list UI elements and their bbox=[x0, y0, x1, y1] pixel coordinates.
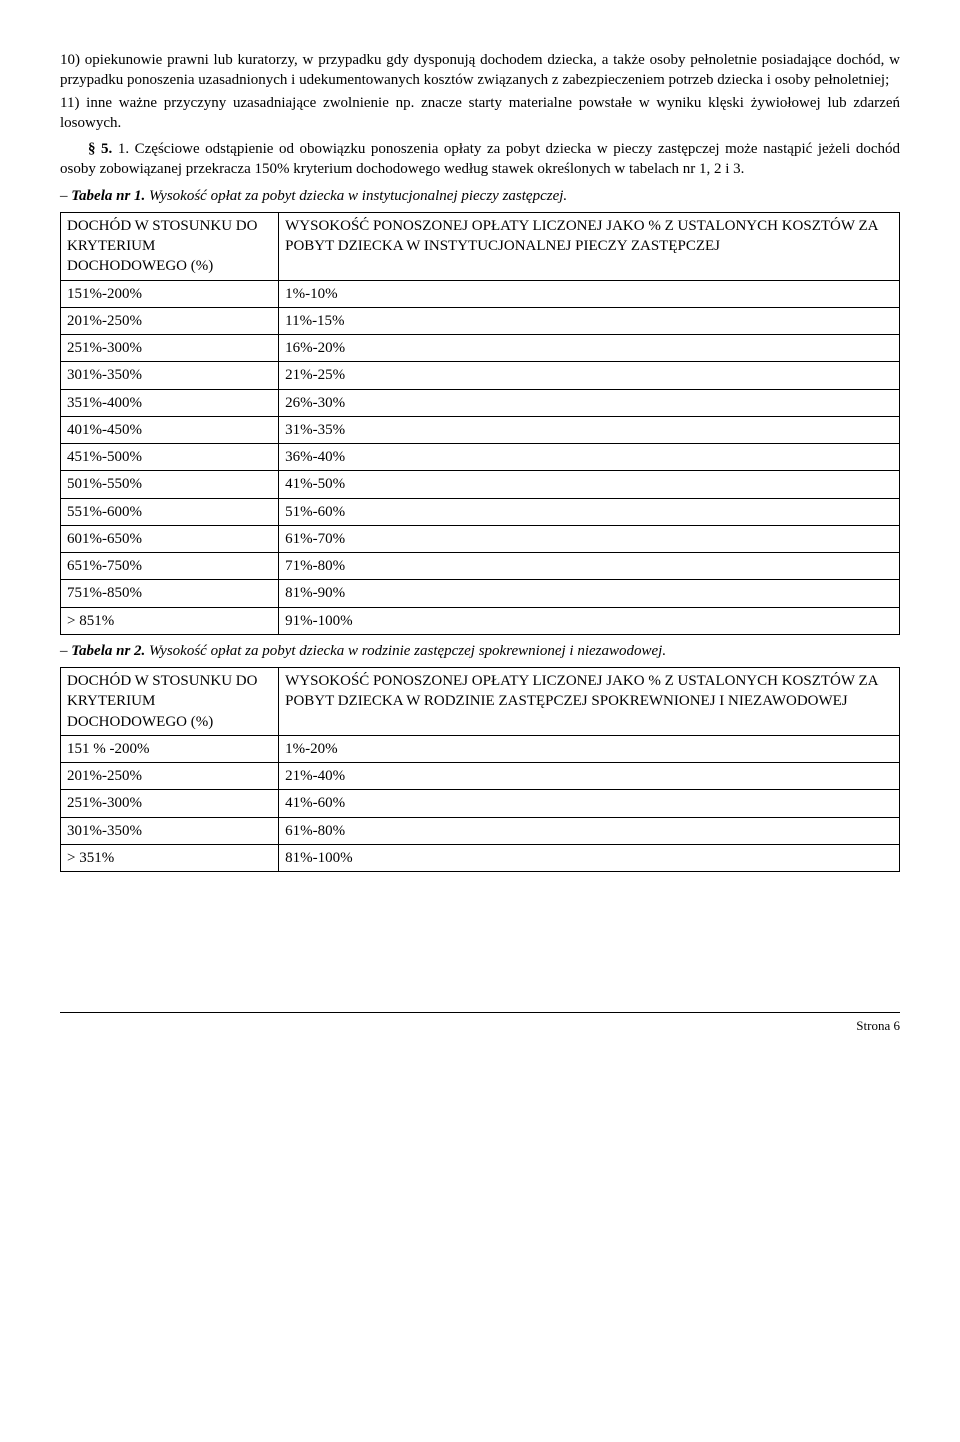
table-cell: 651%-750% bbox=[61, 553, 279, 580]
table2: DOCHÓD W STOSUNKU DO KRYTERIUM DOCHODOWE… bbox=[60, 667, 900, 872]
table2-header-1: DOCHÓD W STOSUNKU DO KRYTERIUM DOCHODOWE… bbox=[61, 668, 279, 736]
list-item-10: 10) opiekunowie prawni lub kuratorzy, w … bbox=[60, 50, 900, 91]
table-cell: 91%-100% bbox=[279, 607, 900, 634]
table2-title-bold: Tabela nr 2. bbox=[71, 643, 145, 659]
table-cell: 451%-500% bbox=[61, 444, 279, 471]
table-row: 401%-450%31%-35% bbox=[61, 416, 900, 443]
table-cell: 601%-650% bbox=[61, 525, 279, 552]
table-cell: 151%-200% bbox=[61, 280, 279, 307]
table-cell: 1%-20% bbox=[279, 735, 900, 762]
table-row: 601%-650%61%-70% bbox=[61, 525, 900, 552]
table-row: 151%-200%1%-10% bbox=[61, 280, 900, 307]
table-cell: 81%-90% bbox=[279, 580, 900, 607]
table-cell: 301%-350% bbox=[61, 817, 279, 844]
table-cell: > 351% bbox=[61, 844, 279, 871]
table1-header-2: WYSOKOŚĆ PONOSZONEJ OPŁATY LICZONEJ JAKO… bbox=[279, 212, 900, 280]
section-label: § 5. bbox=[88, 141, 112, 157]
table-cell: 41%-60% bbox=[279, 790, 900, 817]
table-cell: 251%-300% bbox=[61, 790, 279, 817]
table-row: 351%-400%26%-30% bbox=[61, 389, 900, 416]
table-row: 251%-300%16%-20% bbox=[61, 335, 900, 362]
table-cell: 251%-300% bbox=[61, 335, 279, 362]
table-row: 201%-250%11%-15% bbox=[61, 307, 900, 334]
table2-header-2: WYSOKOŚĆ PONOSZONEJ OPŁATY LICZONEJ JAKO… bbox=[279, 668, 900, 736]
section-5-1: § 5. 1. Częściowe odstąpienie od obowiąz… bbox=[60, 139, 900, 180]
table-cell: 401%-450% bbox=[61, 416, 279, 443]
table-cell: 501%-550% bbox=[61, 471, 279, 498]
dash: – bbox=[60, 188, 71, 204]
page-footer: Strona 6 bbox=[60, 1012, 900, 1035]
table-row: 301%-350%61%-80% bbox=[61, 817, 900, 844]
table-row: 251%-300%41%-60% bbox=[61, 790, 900, 817]
list-item-11: 11) inne ważne przyczyny uzasadniające z… bbox=[60, 93, 900, 134]
table2-title-rest: Wysokość opłat za pobyt dziecka w rodzin… bbox=[145, 643, 666, 659]
table-cell: 151 % -200% bbox=[61, 735, 279, 762]
table-cell: 41%-50% bbox=[279, 471, 900, 498]
table-cell: 301%-350% bbox=[61, 362, 279, 389]
table-cell: 751%-850% bbox=[61, 580, 279, 607]
table-row: > 351%81%-100% bbox=[61, 844, 900, 871]
table1-title-rest: Wysokość opłat za pobyt dziecka w instyt… bbox=[145, 188, 567, 204]
table-cell: 81%-100% bbox=[279, 844, 900, 871]
table-cell: 36%-40% bbox=[279, 444, 900, 471]
table-row: > 851%91%-100% bbox=[61, 607, 900, 634]
table-row: 501%-550%41%-50% bbox=[61, 471, 900, 498]
table-cell: 11%-15% bbox=[279, 307, 900, 334]
table-row: 551%-600%51%-60% bbox=[61, 498, 900, 525]
table1-header-1: DOCHÓD W STOSUNKU DO KRYTERIUM DOCHODOWE… bbox=[61, 212, 279, 280]
table-row: 751%-850%81%-90% bbox=[61, 580, 900, 607]
table1: DOCHÓD W STOSUNKU DO KRYTERIUM DOCHODOWE… bbox=[60, 212, 900, 635]
table-cell: 71%-80% bbox=[279, 553, 900, 580]
table-cell: 61%-80% bbox=[279, 817, 900, 844]
table-cell: 31%-35% bbox=[279, 416, 900, 443]
table1-title: – Tabela nr 1. Wysokość opłat za pobyt d… bbox=[60, 186, 900, 206]
table-cell: 26%-30% bbox=[279, 389, 900, 416]
table-row: 651%-750%71%-80% bbox=[61, 553, 900, 580]
table-cell: 551%-600% bbox=[61, 498, 279, 525]
table-row: 451%-500%36%-40% bbox=[61, 444, 900, 471]
table-cell: 21%-25% bbox=[279, 362, 900, 389]
table-cell: 51%-60% bbox=[279, 498, 900, 525]
table-cell: 201%-250% bbox=[61, 307, 279, 334]
table-cell: 61%-70% bbox=[279, 525, 900, 552]
table-cell: 1%-10% bbox=[279, 280, 900, 307]
table-header-row: DOCHÓD W STOSUNKU DO KRYTERIUM DOCHODOWE… bbox=[61, 668, 900, 736]
table-header-row: DOCHÓD W STOSUNKU DO KRYTERIUM DOCHODOWE… bbox=[61, 212, 900, 280]
table2-title: – Tabela nr 2. Wysokość opłat za pobyt d… bbox=[60, 641, 900, 661]
table-cell: > 851% bbox=[61, 607, 279, 634]
table-cell: 16%-20% bbox=[279, 335, 900, 362]
table-cell: 201%-250% bbox=[61, 763, 279, 790]
table-row: 151 % -200%1%-20% bbox=[61, 735, 900, 762]
table-cell: 351%-400% bbox=[61, 389, 279, 416]
section-text: 1. Częściowe odstąpienie od obowiązku po… bbox=[60, 141, 900, 177]
table1-title-bold: Tabela nr 1. bbox=[71, 188, 145, 204]
table-row: 201%-250%21%-40% bbox=[61, 763, 900, 790]
table-cell: 21%-40% bbox=[279, 763, 900, 790]
table-row: 301%-350%21%-25% bbox=[61, 362, 900, 389]
dash: – bbox=[60, 643, 71, 659]
